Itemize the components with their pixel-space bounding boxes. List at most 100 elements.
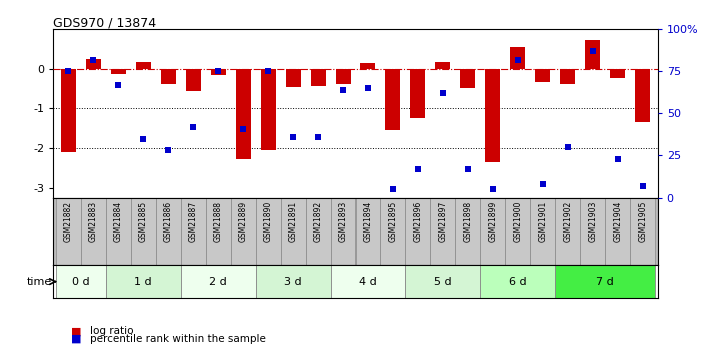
Bar <box>235 69 250 159</box>
Text: GSM21900: GSM21900 <box>513 201 523 242</box>
Bar <box>385 69 400 130</box>
Point <box>412 166 424 172</box>
Text: time: time <box>27 277 52 287</box>
Bar <box>106 265 181 298</box>
Point <box>587 48 599 54</box>
Bar <box>230 197 256 265</box>
Text: GSM21904: GSM21904 <box>613 201 622 242</box>
Text: GDS970 / 13874: GDS970 / 13874 <box>53 16 156 29</box>
Bar <box>510 47 525 69</box>
Text: GSM21885: GSM21885 <box>139 201 148 242</box>
Bar <box>380 197 405 265</box>
Point <box>387 186 399 192</box>
Bar <box>331 265 405 298</box>
Bar <box>605 197 630 265</box>
Bar <box>56 197 81 265</box>
Bar <box>156 197 181 265</box>
Point <box>612 156 624 161</box>
Point <box>512 57 523 62</box>
Text: GSM21888: GSM21888 <box>213 201 223 242</box>
Bar <box>430 197 455 265</box>
Bar <box>331 197 356 265</box>
Bar <box>161 69 176 84</box>
Text: GSM21898: GSM21898 <box>464 201 472 242</box>
Point <box>262 69 274 74</box>
Bar <box>56 265 106 298</box>
Bar <box>535 69 550 81</box>
Text: GSM21894: GSM21894 <box>363 201 373 242</box>
Text: GSM21889: GSM21889 <box>239 201 247 242</box>
Point <box>462 166 474 172</box>
Text: GSM21896: GSM21896 <box>413 201 422 242</box>
Bar <box>106 197 131 265</box>
Text: GSM21890: GSM21890 <box>264 201 272 242</box>
Bar <box>186 69 201 91</box>
Point <box>312 134 324 140</box>
Bar <box>506 197 530 265</box>
Point <box>63 69 74 74</box>
Bar <box>585 40 600 69</box>
Text: 7 d: 7 d <box>597 277 614 287</box>
Point <box>537 181 548 187</box>
Text: GSM21895: GSM21895 <box>388 201 397 242</box>
Point <box>337 87 348 92</box>
Text: 0 d: 0 d <box>72 277 90 287</box>
Bar <box>481 265 555 298</box>
Text: GSM21897: GSM21897 <box>439 201 447 242</box>
Point <box>213 69 224 74</box>
Text: ■: ■ <box>71 326 82 336</box>
Text: GSM21884: GSM21884 <box>114 201 123 242</box>
Point <box>163 148 174 153</box>
Bar <box>111 69 126 73</box>
Bar <box>410 69 425 118</box>
Bar <box>455 197 481 265</box>
Text: GSM21903: GSM21903 <box>588 201 597 242</box>
Text: 3 d: 3 d <box>284 277 302 287</box>
Bar <box>356 197 380 265</box>
Point <box>437 90 449 96</box>
Text: percentile rank within the sample: percentile rank within the sample <box>90 334 265 344</box>
Bar <box>461 69 476 88</box>
Bar <box>256 265 331 298</box>
Text: 2 d: 2 d <box>209 277 227 287</box>
Bar <box>61 69 76 152</box>
Bar <box>306 197 331 265</box>
Text: GSM21899: GSM21899 <box>488 201 498 242</box>
Text: GSM21891: GSM21891 <box>289 201 298 242</box>
Bar <box>256 197 281 265</box>
Bar <box>635 69 650 122</box>
Point <box>112 82 124 88</box>
Bar <box>336 69 351 84</box>
Point <box>363 86 374 91</box>
Text: log ratio: log ratio <box>90 326 133 336</box>
Bar <box>311 69 326 86</box>
Text: 1 d: 1 d <box>134 277 152 287</box>
Text: GSM21887: GSM21887 <box>188 201 198 242</box>
Text: GSM21882: GSM21882 <box>64 201 73 242</box>
Bar <box>560 69 575 84</box>
Bar <box>136 62 151 69</box>
Text: GSM21905: GSM21905 <box>638 201 647 242</box>
Text: 6 d: 6 d <box>509 277 527 287</box>
Text: GSM21886: GSM21886 <box>164 201 173 242</box>
Text: GSM21883: GSM21883 <box>89 201 98 242</box>
Bar <box>486 69 501 162</box>
Bar <box>435 62 450 69</box>
Point <box>188 124 199 130</box>
Point <box>237 126 249 131</box>
Bar <box>481 197 506 265</box>
Bar <box>610 69 625 78</box>
Point <box>287 134 299 140</box>
Text: GSM21892: GSM21892 <box>314 201 323 242</box>
Bar <box>555 197 580 265</box>
Bar <box>205 197 230 265</box>
Bar <box>530 197 555 265</box>
Bar <box>405 197 430 265</box>
Text: GSM21902: GSM21902 <box>563 201 572 242</box>
Text: 4 d: 4 d <box>359 277 377 287</box>
Bar <box>360 63 375 69</box>
Text: GSM21893: GSM21893 <box>338 201 348 242</box>
Text: 5 d: 5 d <box>434 277 451 287</box>
Bar <box>210 69 225 75</box>
Point <box>562 144 574 150</box>
